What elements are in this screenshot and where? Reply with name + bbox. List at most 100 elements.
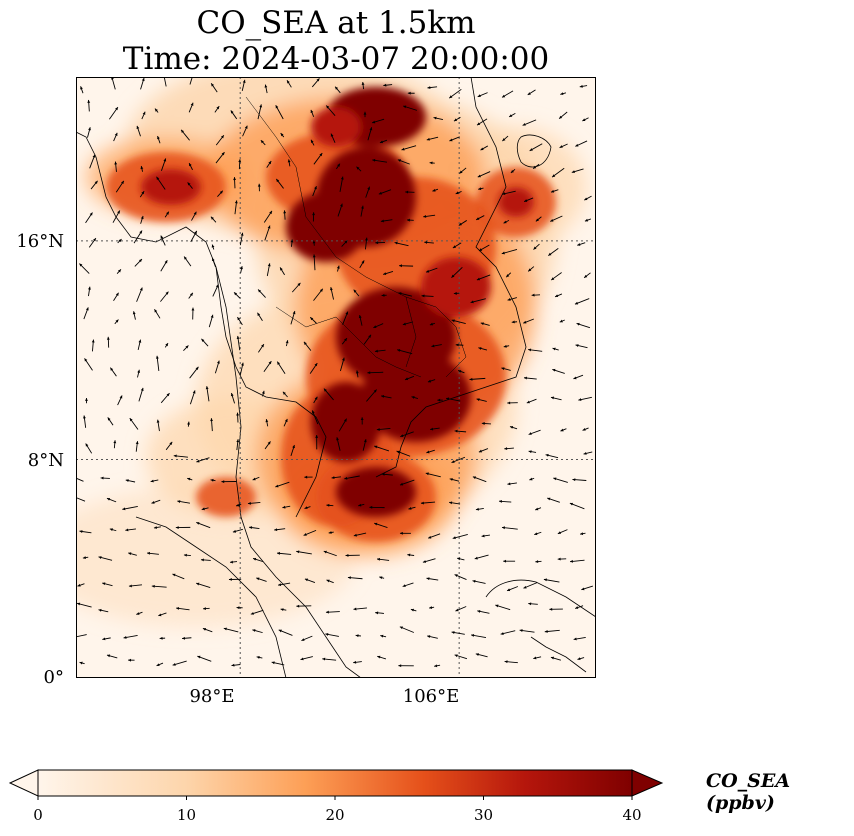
wind-arrow	[523, 318, 534, 324]
wind-arrow	[355, 634, 361, 638]
wind-arrow	[164, 211, 170, 218]
wind-arrow	[356, 166, 362, 172]
wind-arrow	[334, 86, 341, 94]
wind-arrow	[275, 178, 284, 189]
coastline	[76, 131, 327, 518]
wind-arrow	[455, 191, 462, 195]
wind-arrow	[217, 190, 224, 197]
wind-arrow	[426, 577, 439, 581]
wind-arrow	[459, 167, 467, 174]
wind-arrow	[429, 606, 435, 610]
wind-arrow	[79, 530, 92, 534]
wind-arrow	[502, 135, 509, 142]
wind-arrow	[573, 637, 586, 641]
wind-arrow	[550, 656, 561, 661]
wind-arrow	[228, 578, 242, 581]
wind-arrow	[476, 118, 488, 126]
colorbar-gradient	[37, 769, 633, 797]
wind-arrow	[106, 497, 117, 503]
wind-arrow	[341, 337, 348, 345]
wind-arrow	[448, 88, 462, 99]
wind-arrow	[363, 334, 372, 345]
wind-arrow	[504, 447, 514, 451]
wind-arrow	[576, 322, 591, 329]
wind-arrow	[173, 454, 189, 458]
wind-arrow	[425, 267, 438, 273]
wind-arrow	[282, 505, 291, 509]
wind-arrow	[326, 579, 334, 584]
wind-arrow	[500, 630, 516, 635]
wind-arrow	[304, 506, 311, 510]
wind-arrow	[507, 297, 517, 301]
wind-arrow	[310, 109, 315, 117]
wind-arrow	[138, 387, 144, 402]
wind-arrow	[553, 477, 568, 483]
wind-arrow	[476, 398, 487, 402]
wind-arrow	[550, 272, 562, 281]
wind-arrow	[421, 294, 434, 298]
wind-arrow	[508, 112, 516, 118]
wind-arrow	[569, 559, 585, 563]
map-title: CO_SEA at 1.5km	[196, 5, 476, 41]
wind-arrow	[398, 292, 413, 297]
wind-arrow	[470, 298, 486, 304]
wind-arrow	[375, 611, 385, 615]
wind-arrow	[423, 214, 436, 218]
wind-arrow	[408, 506, 416, 510]
wind-arrow	[214, 105, 220, 113]
colorbar-tick-label: 20	[325, 806, 345, 824]
wind-arrow	[76, 497, 86, 502]
wind-arrow	[238, 159, 242, 170]
wind-arrow	[379, 139, 388, 144]
wind-arrow	[256, 577, 267, 582]
wind-arrow	[477, 92, 488, 98]
wind-arrow	[196, 457, 210, 463]
wind-arrow	[559, 143, 568, 149]
wind-arrow	[427, 635, 438, 639]
wind-arrow	[114, 161, 118, 172]
country-border	[275, 306, 422, 378]
wind-arrow	[196, 521, 211, 529]
wind-arrow	[396, 450, 411, 457]
wind-arrow	[529, 477, 535, 481]
wind-arrow	[339, 357, 345, 372]
wind-arrow	[374, 522, 388, 529]
wind-arrow	[113, 440, 117, 449]
wind-arrow	[161, 158, 167, 171]
wind-arrow	[80, 86, 84, 94]
wind-arrow	[257, 289, 266, 298]
wind-arrow	[367, 127, 373, 141]
wind-arrow	[475, 507, 484, 511]
wind-arrow	[374, 445, 390, 452]
coastline	[375, 77, 527, 478]
wind-arrow	[365, 186, 370, 198]
wind-arrow	[381, 472, 393, 476]
wind-arrow	[481, 422, 491, 425]
wind-arrow	[234, 200, 238, 215]
wind-arrow	[398, 664, 414, 668]
wind-arrow	[136, 611, 143, 615]
wind-arrow	[313, 396, 318, 404]
wind-arrow	[582, 117, 589, 122]
lat-tick-16n: 16°N	[16, 231, 64, 252]
wind-arrow	[453, 291, 460, 295]
wind-arrow	[77, 583, 85, 587]
wind-arrow	[261, 390, 265, 397]
coastline	[485, 579, 596, 618]
wind-arrow	[452, 242, 462, 249]
wind-arrow	[339, 176, 344, 192]
wind-arrow	[164, 342, 169, 348]
wind-arrow	[383, 83, 393, 87]
wind-arrow	[559, 319, 565, 323]
wind-arrow	[533, 243, 540, 250]
wind-arrow	[252, 557, 264, 563]
wind-arrow	[437, 398, 443, 402]
wind-arrow	[581, 585, 593, 591]
wind-arrow	[455, 343, 464, 347]
wind-arrow	[453, 116, 461, 122]
wind-arrow	[359, 260, 365, 269]
wind-arrow	[402, 321, 414, 326]
wind-arrow	[275, 105, 284, 120]
wind-arrow	[286, 80, 292, 88]
wind-arrow	[399, 479, 415, 486]
